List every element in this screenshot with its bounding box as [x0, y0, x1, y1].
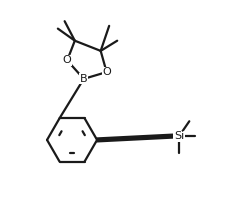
Text: O: O — [102, 67, 111, 77]
Text: O: O — [63, 55, 72, 66]
Text: B: B — [80, 74, 88, 84]
Text: Si: Si — [174, 131, 184, 141]
